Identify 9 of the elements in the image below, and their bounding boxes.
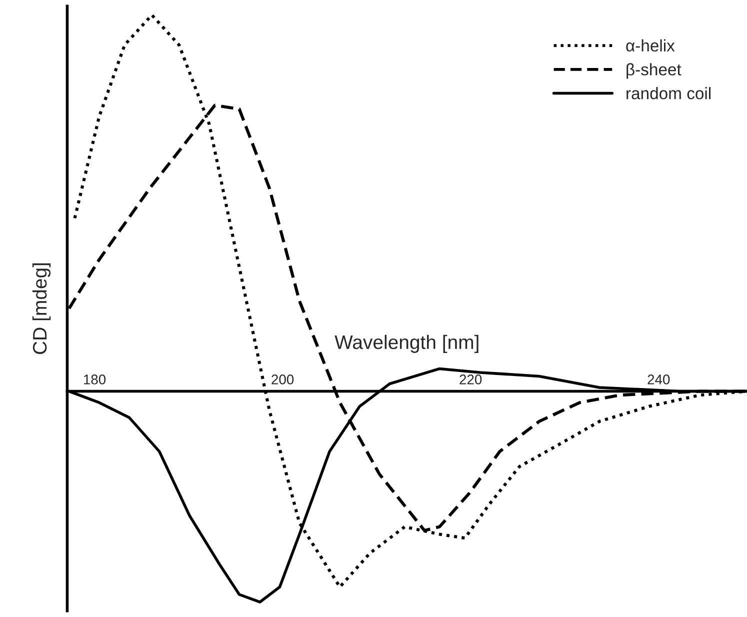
x-tick-label: 180 — [84, 374, 106, 384]
legend-label: random coil — [626, 87, 710, 100]
legend-label: α-helix — [626, 39, 675, 52]
x-tick-label: 220 — [460, 374, 482, 384]
x-tick-label: 240 — [648, 374, 670, 384]
x-tick-label: 200 — [272, 374, 294, 384]
y-axis-title: CD [mdeg] — [32, 263, 51, 354]
x-axis-title: Wavelength [nm] — [334, 334, 478, 353]
legend-label: β-sheet — [626, 63, 682, 79]
